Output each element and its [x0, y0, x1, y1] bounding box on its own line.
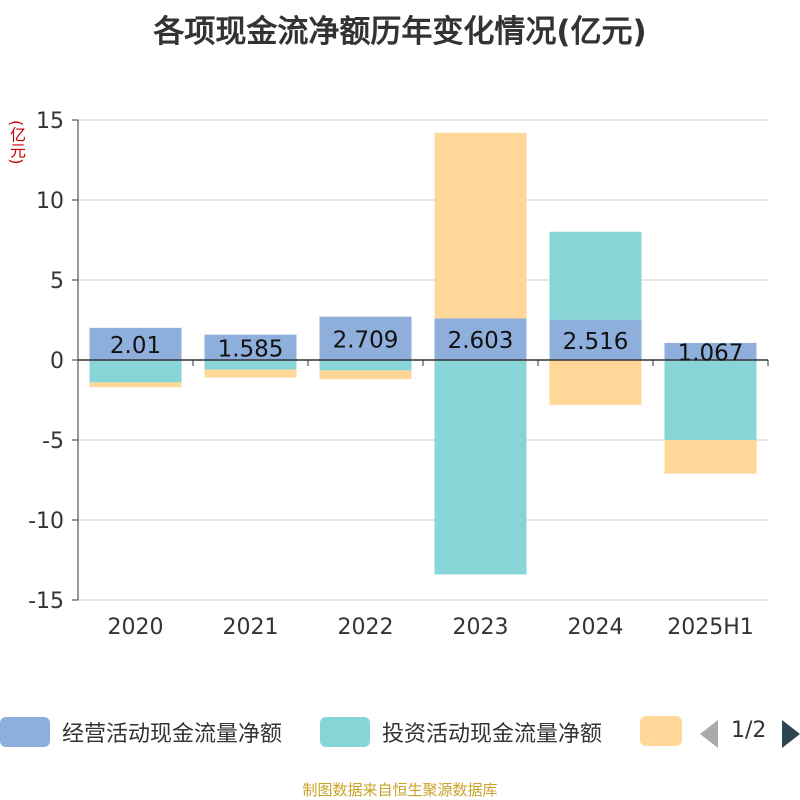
- y-axis-unit-label: (亿元): [7, 120, 26, 165]
- data-label: 2.709: [333, 327, 399, 353]
- x-category-label: 2023: [453, 615, 509, 640]
- bar-investing-2021: [204, 360, 297, 370]
- bar-investing-2020: [89, 360, 182, 383]
- legend-next-page-icon[interactable]: [782, 720, 800, 748]
- bar-third-2025H1: [664, 440, 757, 474]
- y-tick-label: 15: [36, 109, 64, 134]
- legend-swatch-operating: [0, 717, 50, 747]
- chart-plot: 15 10 5 0 -5 -10 -15 2.01 1.585 2.709 2.603 2.516 1.…: [28, 109, 769, 640]
- legend-label-operating: 经营活动现金流量净额: [62, 722, 283, 747]
- x-category-label: 2025H1: [667, 615, 754, 640]
- bar-investing-2023: [434, 360, 527, 575]
- legend-swatch-investing: [320, 717, 370, 747]
- y-tick-label: 0: [50, 349, 64, 374]
- x-category-label: 2020: [108, 615, 164, 640]
- x-category-label: 2024: [568, 615, 624, 640]
- chart-title: 各项现金流净额历年变化情况(亿元): [153, 14, 647, 50]
- y-tick-label: -10: [28, 509, 64, 534]
- bar-third-2020: [89, 382, 182, 388]
- y-tick-label: 10: [36, 189, 64, 214]
- source-note: 制图数据来自恒生聚源数据库: [302, 781, 498, 799]
- data-label: 1.067: [678, 340, 744, 366]
- bar-operating-2025H1: [664, 342, 757, 360]
- y-tick-label: -15: [28, 589, 64, 614]
- bar-operating-2024: [549, 319, 642, 360]
- bar-third-2022: [319, 370, 412, 380]
- data-label: 1.585: [218, 336, 284, 362]
- bar-operating-2020: [89, 327, 182, 360]
- y-tick-label: -5: [42, 429, 64, 454]
- legend: 经营活动现金流量净额 投资活动现金流量净额 1/2: [0, 716, 800, 752]
- bar-third-2024: [549, 360, 642, 405]
- data-label: 2.01: [110, 333, 161, 359]
- legend-label-investing: 投资活动现金流量净额: [382, 722, 603, 747]
- bar-operating-2023: [434, 318, 527, 360]
- data-label: 2.603: [448, 328, 514, 354]
- legend-swatch-third: [640, 716, 682, 746]
- bar-operating-2022: [319, 316, 412, 360]
- y-tick-label: 5: [50, 269, 64, 294]
- x-category-label: 2022: [338, 615, 394, 640]
- bar-investing-2025H1: [664, 360, 757, 440]
- bar-third-2021: [204, 369, 297, 378]
- bar-investing-2024: [549, 231, 642, 320]
- legend-item-third[interactable]: [640, 716, 682, 746]
- legend-prev-page-icon[interactable]: [700, 720, 718, 748]
- bar-operating-2021: [204, 334, 297, 360]
- legend-page-indicator: 1/2: [731, 718, 767, 743]
- bar-investing-2022: [319, 360, 412, 371]
- data-label: 2.516: [563, 329, 629, 355]
- legend-item-investing[interactable]: 投资活动现金流量净额: [320, 716, 602, 748]
- legend-item-operating[interactable]: 经营活动现金流量净额: [0, 716, 282, 748]
- bar-third-2023: [434, 132, 527, 319]
- x-category-label: 2021: [223, 615, 279, 640]
